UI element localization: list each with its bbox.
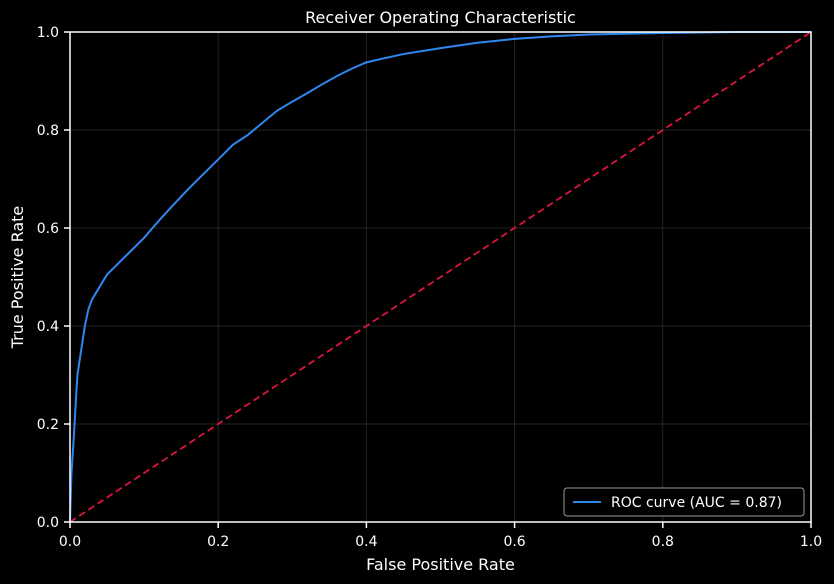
y-tick-label: 0.6 [37, 221, 59, 237]
grid [69, 31, 812, 523]
x-axis-label: False Positive Rate [366, 555, 515, 574]
x-tick-label: 0.8 [652, 534, 674, 550]
y-tick-label: 0.2 [37, 417, 59, 433]
chart-title: Receiver Operating Characteristic [305, 8, 576, 27]
y-tick-label: 0.0 [37, 515, 59, 531]
roc-curve-line [69, 31, 811, 523]
legend: ROC curve (AUC = 0.87) [563, 487, 805, 517]
legend-box [563, 487, 805, 517]
series-layer [69, 31, 812, 523]
y-tick-label: 0.8 [37, 123, 59, 139]
x-tick-label: 0.4 [355, 534, 377, 550]
y-axis-label: True Positive Rate [8, 206, 27, 350]
x-tick-label: 0.0 [59, 534, 81, 550]
chance-diagonal-line [69, 31, 812, 523]
ticks: 0.0 0.2 0.4 0.6 0.8 1.0 0.0 0.2 0.4 0.6 0.8 1.0 [37, 25, 822, 550]
y-tick-label: 1.0 [37, 25, 59, 41]
legend-label-roc: ROC curve (AUC = 0.87) [611, 495, 782, 511]
y-tick-label: 0.4 [37, 319, 59, 335]
x-tick-label: 1.0 [800, 534, 822, 550]
x-tick-label: 0.2 [207, 534, 229, 550]
plot-frame [69, 31, 812, 523]
x-tick-label: 0.6 [503, 534, 525, 550]
